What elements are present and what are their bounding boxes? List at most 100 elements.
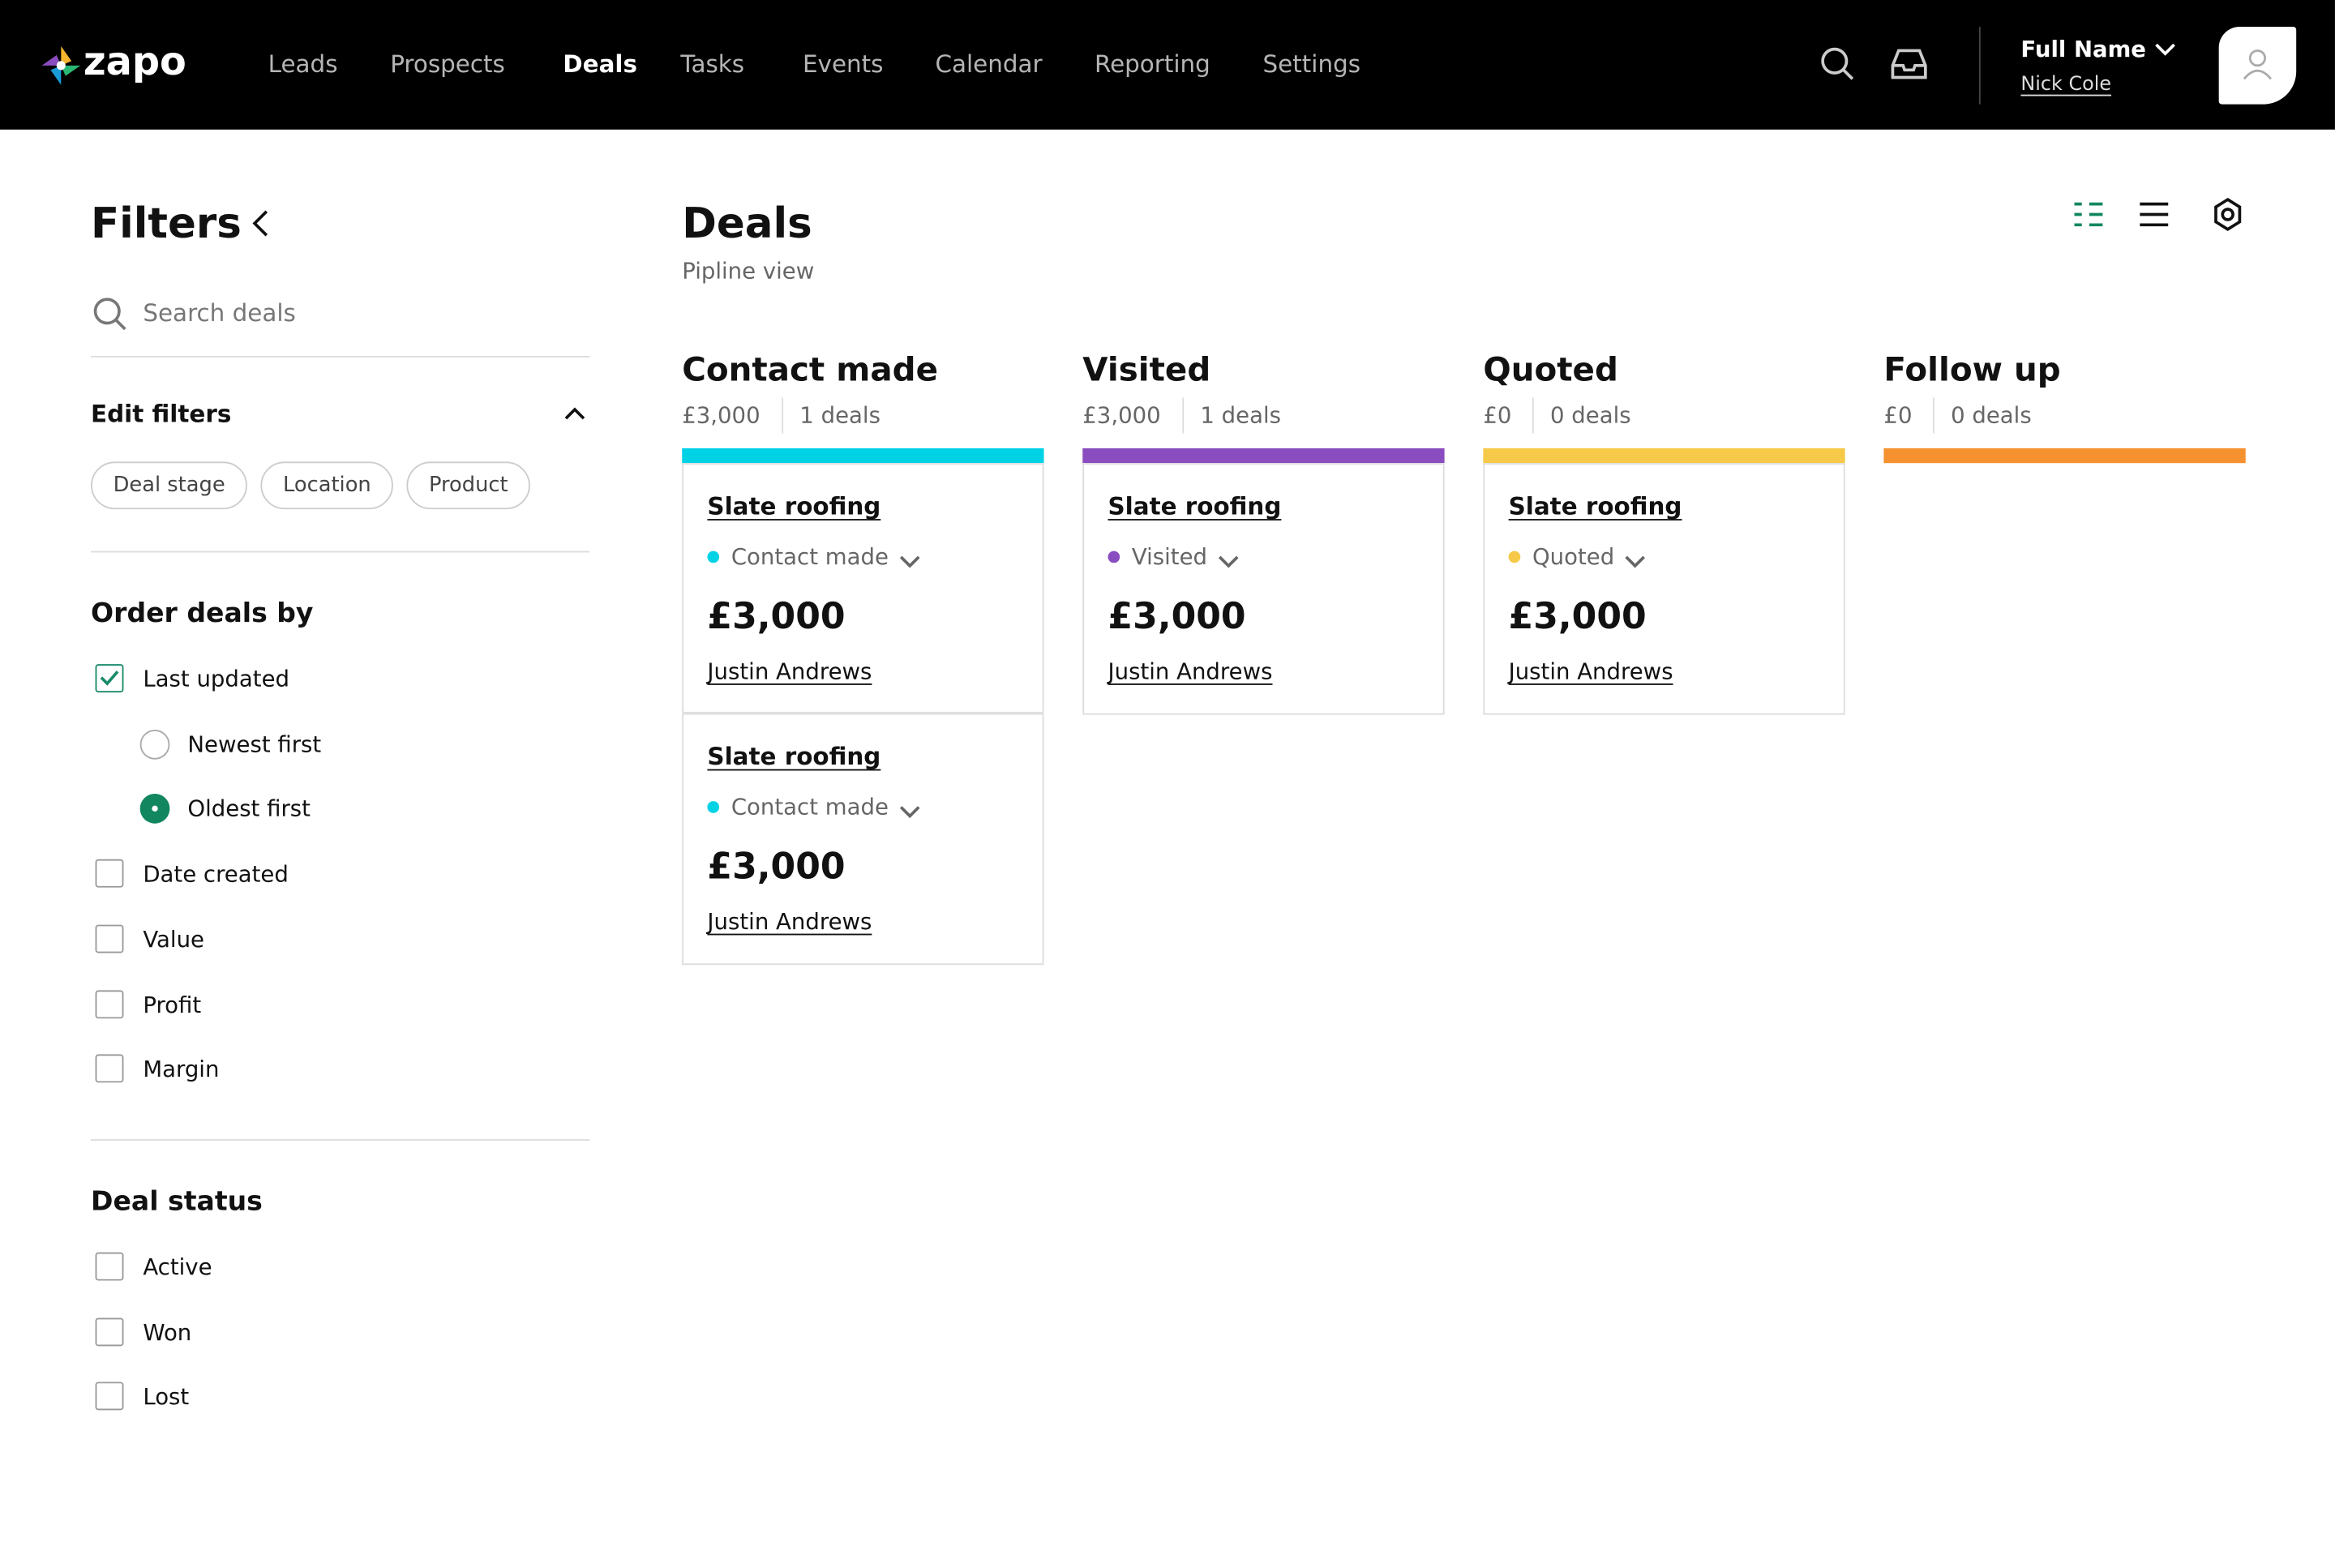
divider [782,397,784,434]
logo-text[interactable]: zapo [83,40,186,85]
column-bar [1483,448,1845,464]
checkbox[interactable] [95,1252,124,1281]
logo-icon [41,45,81,85]
search-input[interactable]: Search deals [143,298,296,328]
avatar[interactable] [2218,27,2297,105]
pipeline-view-icon[interactable] [2073,199,2106,229]
rule [91,551,590,553]
deal-title[interactable]: Slate roofing [707,492,881,521]
column-title: Follow up [1883,352,2061,390]
divider [1978,27,1981,105]
checkbox[interactable] [95,1382,124,1411]
rule [91,355,590,358]
checkbox-label[interactable]: Date created [143,860,289,888]
nav-item[interactable]: Settings [1262,49,1361,79]
divider [1532,397,1534,434]
checkbox-label[interactable]: Margin [143,1056,220,1083]
deal-card[interactable] [682,713,1044,966]
search-icon[interactable] [1819,46,1855,82]
checkbox-label[interactable]: Won [143,1318,192,1346]
deal-stage[interactable]: Contact made [730,793,889,821]
deal-stage[interactable]: Quoted [1532,543,1615,571]
deal-owner[interactable]: Justin Andrews [1108,658,1273,685]
column-count: 1 deals [1200,401,1282,429]
chevron-up[interactable] [563,405,586,423]
deal-value: £3,000 [1108,595,1246,638]
divider [1933,397,1934,434]
checkbox[interactable] [95,1317,124,1346]
list-view-icon[interactable] [2139,199,2171,229]
nav-item[interactable]: Prospects [390,49,505,79]
radio[interactable] [139,729,170,760]
column-title: Contact made [682,352,939,390]
nav-item[interactable]: Deals [563,49,637,79]
inbox-icon[interactable] [1890,48,1929,80]
collapse-icon[interactable] [247,207,274,239]
deal-card[interactable] [682,463,1044,713]
deal-value: £3,000 [707,846,846,888]
column-total: £3,000 [682,401,760,429]
nav-item[interactable]: Leads [268,49,338,79]
status-title: Deal status [91,1185,263,1218]
column-count: 1 deals [799,401,880,429]
stage-chevron[interactable] [898,798,922,826]
nav-item[interactable]: Tasks [680,49,745,79]
radio-label[interactable]: Oldest first [187,795,311,823]
checkbox-label[interactable]: Profit [143,991,202,1018]
checkbox[interactable] [95,924,124,953]
nav-item[interactable]: Calendar [935,49,1043,79]
search-icon [93,298,126,331]
filter-chip[interactable]: Location [260,461,394,510]
column-count: 0 deals [1550,401,1631,429]
stage-chevron[interactable] [1623,548,1647,576]
deal-value: £3,000 [1508,595,1647,638]
chevron[interactable] [2153,41,2177,58]
checkbox-label[interactable]: Lost [143,1383,190,1411]
checkbox-label[interactable]: Last updated [143,666,290,693]
column-bar [1883,448,2246,464]
page-subtitle: Pipline view [682,257,815,285]
deal-owner[interactable]: Justin Andrews [707,658,872,685]
column-total: £3,000 [1082,401,1161,429]
radio[interactable] [139,794,170,825]
deal-stage[interactable]: Visited [1131,543,1208,571]
rule [91,1139,590,1141]
radio-label[interactable]: Newest first [187,730,322,758]
user-sub[interactable]: Nick Cole [2020,73,2112,96]
deal-title[interactable]: Slate roofing [1108,492,1282,521]
deal-owner[interactable]: Justin Andrews [707,908,872,936]
column-bar [682,448,1044,464]
deal-stage[interactable]: Contact made [730,543,889,571]
page-title: Deals [682,199,812,248]
stage-chevron[interactable] [898,548,922,576]
checkbox[interactable] [95,664,124,693]
checkbox[interactable] [95,1054,124,1083]
column-total: £0 [1883,401,1913,429]
deal-value: £3,000 [707,595,846,638]
deal-title[interactable]: Slate roofing [1508,492,1682,521]
edit-filters-title: Edit filters [91,400,232,429]
deal-card[interactable] [1483,463,1845,715]
checkbox-label[interactable]: Value [143,926,205,953]
deal-card[interactable] [1082,463,1445,715]
checkbox[interactable] [95,859,124,888]
deal-title[interactable]: Slate roofing [707,742,881,771]
divider [1182,397,1185,434]
stage-dot [1508,551,1521,563]
user-name[interactable]: Full Name [2020,36,2147,63]
checkbox[interactable] [95,989,124,1018]
deal-owner[interactable]: Justin Andrews [1508,658,1673,685]
settings-icon[interactable] [2211,196,2243,232]
column-title: Quoted [1483,352,1618,390]
stage-dot [707,801,720,813]
nav-item[interactable]: Reporting [1094,49,1210,79]
filter-chip[interactable]: Deal stage [91,461,248,510]
stage-chevron[interactable] [1217,548,1240,576]
checkbox-label[interactable]: Active [143,1253,212,1281]
nav-item[interactable]: Events [802,49,884,79]
column-title: Visited [1082,352,1211,390]
filter-chip[interactable]: Product [406,461,531,510]
filters-title: Filters [91,199,242,248]
column-bar [1082,448,1445,464]
